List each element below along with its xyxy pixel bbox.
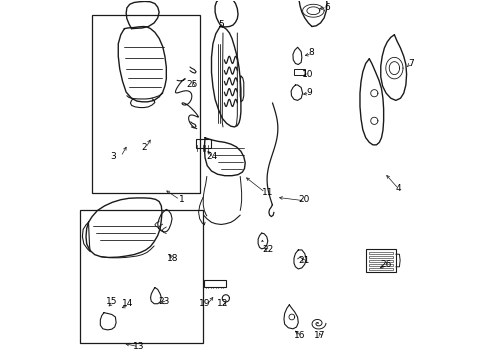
Bar: [293, 69, 305, 75]
Bar: [368, 260, 392, 262]
Text: 3: 3: [110, 152, 116, 161]
Text: 7: 7: [407, 59, 413, 68]
Text: 22: 22: [262, 246, 273, 255]
Text: 6: 6: [324, 3, 329, 12]
Text: 25: 25: [186, 81, 198, 90]
Text: 4: 4: [395, 184, 401, 193]
Text: 8: 8: [307, 48, 313, 57]
Bar: [196, 139, 211, 148]
Text: 10: 10: [301, 70, 312, 79]
Text: 2: 2: [141, 143, 146, 152]
Bar: [92, 15, 199, 193]
Text: 23: 23: [158, 297, 169, 306]
Text: 15: 15: [106, 297, 117, 306]
Text: 9: 9: [305, 87, 311, 96]
Text: 1: 1: [179, 195, 184, 204]
Text: 19: 19: [199, 299, 210, 308]
Bar: [368, 256, 392, 258]
Bar: [80, 211, 203, 343]
Text: 21: 21: [297, 256, 309, 265]
Text: 18: 18: [167, 255, 178, 264]
Text: 26: 26: [380, 260, 391, 269]
Text: 14: 14: [122, 299, 133, 308]
Text: 13: 13: [133, 342, 144, 351]
Text: 12: 12: [217, 299, 228, 308]
Bar: [368, 264, 392, 266]
Bar: [204, 280, 225, 287]
Text: 24: 24: [206, 152, 218, 161]
Text: 5: 5: [218, 19, 224, 28]
Text: 17: 17: [313, 332, 325, 341]
Text: 16: 16: [294, 332, 305, 341]
Bar: [368, 252, 392, 254]
Text: 20: 20: [297, 195, 309, 204]
Bar: [368, 267, 392, 270]
Text: 11: 11: [262, 188, 273, 197]
Bar: [366, 249, 395, 272]
